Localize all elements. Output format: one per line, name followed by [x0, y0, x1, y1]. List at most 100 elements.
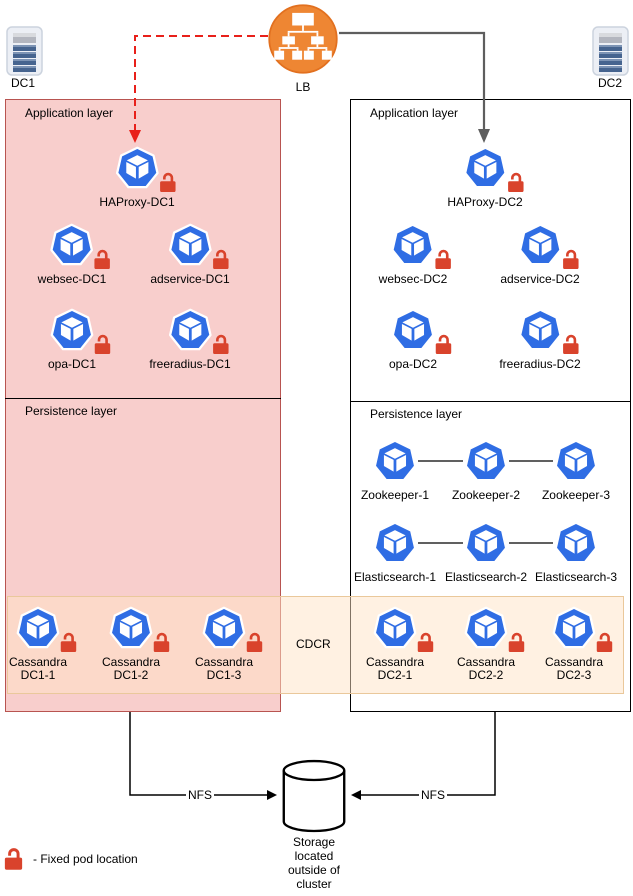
dc2-application-layer-title: Application layer [370, 106, 459, 120]
pod-label: Zookeeper-2 [451, 488, 521, 502]
kubernetes-pod-icon [372, 438, 418, 484]
pod-cassandra-dc1-2[interactable]: Cassandra DC1-2 [101, 605, 170, 682]
dc2-label: DC2 [597, 76, 623, 90]
open-lock-icon [562, 334, 579, 355]
kubernetes-pod-icon [553, 520, 599, 566]
pod-label: Cassandra DC1-3 [194, 655, 254, 682]
open-lock-icon [246, 632, 263, 653]
pod-freeradius-dc1[interactable]: freeradius-DC1 [149, 307, 231, 371]
pod-elasticsearch-2[interactable]: Elasticsearch-2 [445, 520, 527, 584]
kubernetes-pod-icon [553, 438, 599, 484]
kubernetes-pod-icon [463, 605, 525, 653]
pod-freeradius-dc2[interactable]: freeradius-DC2 [499, 307, 581, 371]
pod-zookeeper-2[interactable]: Zookeeper-2 [452, 438, 520, 502]
kubernetes-pod-icon [167, 222, 229, 270]
storage-label: Storage located outside of cluster [287, 835, 341, 891]
kubernetes-pod-icon [108, 605, 170, 653]
pod-cassandra-dc1-1[interactable]: Cassandra DC1-1 [8, 605, 77, 682]
kubernetes-pod-icon [372, 520, 418, 566]
pod-label: Cassandra DC1-1 [8, 655, 68, 682]
legend: - Fixed pod location [4, 846, 138, 871]
kubernetes-pod-icon [390, 222, 452, 270]
nfs-right-label: NFS [419, 788, 447, 802]
pod-label: Zookeeper-1 [360, 488, 430, 502]
open-lock-icon [417, 632, 434, 653]
kubernetes-pod-icon [462, 145, 524, 193]
pod-opa-dc1[interactable]: opa-DC1 [47, 307, 111, 371]
open-lock-icon [434, 249, 452, 270]
pod-label: Cassandra DC1-2 [101, 655, 161, 682]
open-lock-icon [506, 172, 524, 193]
pod-label: opa-DC2 [388, 357, 438, 371]
open-lock-icon [93, 249, 111, 270]
kubernetes-pod-icon [49, 222, 111, 270]
pod-opa-dc2[interactable]: opa-DC2 [388, 307, 452, 371]
pod-label: freeradius-DC1 [149, 357, 231, 371]
open-lock-icon [153, 632, 170, 653]
open-lock-icon [60, 632, 77, 653]
dc2-layer-divider [350, 401, 631, 402]
pod-cassandra-dc2-3[interactable]: Cassandra DC2-3 [545, 605, 613, 682]
dc1-nfs-arrowhead [267, 790, 277, 800]
dc2-server-icon[interactable] [592, 26, 629, 76]
nfs-left-label: NFS [186, 788, 214, 802]
kubernetes-pod-icon [201, 605, 263, 653]
pod-label: adservice-DC2 [500, 272, 580, 286]
dc2-nfs-arrowhead [351, 790, 361, 800]
pod-label: HAProxy-DC2 [447, 195, 523, 209]
pod-zookeeper-3[interactable]: Zookeeper-3 [542, 438, 610, 502]
pod-haproxy-dc2[interactable]: HAProxy-DC2 [447, 145, 524, 209]
pod-zookeeper-1[interactable]: Zookeeper-1 [361, 438, 429, 502]
pod-label: websec-DC1 [37, 272, 107, 286]
storage-cylinder-icon[interactable] [280, 757, 348, 837]
pod-adservice-dc1[interactable]: adservice-DC1 [150, 222, 230, 286]
pod-websec-dc2[interactable]: websec-DC2 [378, 222, 452, 286]
pod-haproxy-dc1[interactable]: HAProxy-DC1 [99, 145, 176, 209]
pod-label: Zookeeper-3 [541, 488, 611, 502]
pod-elasticsearch-1[interactable]: Elasticsearch-1 [354, 520, 436, 584]
pod-cassandra-dc1-3[interactable]: Cassandra DC1-3 [194, 605, 263, 682]
open-lock-icon [212, 334, 229, 355]
pod-cassandra-dc2-1[interactable]: Cassandra DC2-1 [365, 605, 434, 682]
pod-label: freeradius-DC2 [499, 357, 581, 371]
pod-label: Cassandra DC2-2 [456, 655, 516, 682]
open-lock-icon [211, 249, 229, 270]
open-lock-icon [94, 334, 111, 355]
dc1-nfs-line [129, 712, 267, 796]
cdcr-label: CDCR [296, 637, 331, 651]
pod-label: Elasticsearch-3 [534, 570, 618, 584]
kubernetes-pod-icon [114, 145, 176, 193]
open-lock-icon [158, 172, 176, 193]
pod-label: adservice-DC1 [150, 272, 230, 286]
kubernetes-pod-icon [167, 307, 229, 355]
legend-text: - Fixed pod location [33, 851, 138, 866]
kubernetes-pod-icon [49, 307, 111, 355]
kubernetes-pod-icon [517, 307, 579, 355]
dc1-layer-divider [5, 398, 281, 399]
pod-cassandra-dc2-2[interactable]: Cassandra DC2-2 [456, 605, 525, 682]
kubernetes-pod-icon [15, 605, 77, 653]
dc1-label: DC1 [10, 76, 36, 90]
pod-label: Elasticsearch-2 [444, 570, 528, 584]
kubernetes-pod-icon [390, 307, 452, 355]
dc1-server-icon[interactable] [6, 26, 43, 76]
open-lock-icon [561, 249, 579, 270]
lb-label: LB [295, 80, 311, 94]
pod-label: HAProxy-DC1 [99, 195, 175, 209]
dc1-persistence-layer-title: Persistence layer [25, 404, 118, 418]
pod-adservice-dc2[interactable]: adservice-DC2 [500, 222, 580, 286]
kubernetes-pod-icon [551, 605, 613, 653]
open-lock-icon [435, 334, 452, 355]
dc2-persistence-layer-title: Persistence layer [370, 407, 463, 421]
kubernetes-pod-icon [463, 520, 509, 566]
open-lock-icon [508, 632, 525, 653]
pod-websec-dc1[interactable]: websec-DC1 [37, 222, 111, 286]
pod-label: opa-DC1 [47, 357, 97, 371]
pod-label: Cassandra DC2-1 [365, 655, 425, 682]
kubernetes-pod-icon [372, 605, 434, 653]
kubernetes-pod-icon [463, 438, 509, 484]
pod-label: websec-DC2 [378, 272, 448, 286]
open-lock-icon [596, 632, 613, 653]
load-balancer-icon[interactable] [267, 3, 339, 75]
pod-elasticsearch-3[interactable]: Elasticsearch-3 [535, 520, 617, 584]
